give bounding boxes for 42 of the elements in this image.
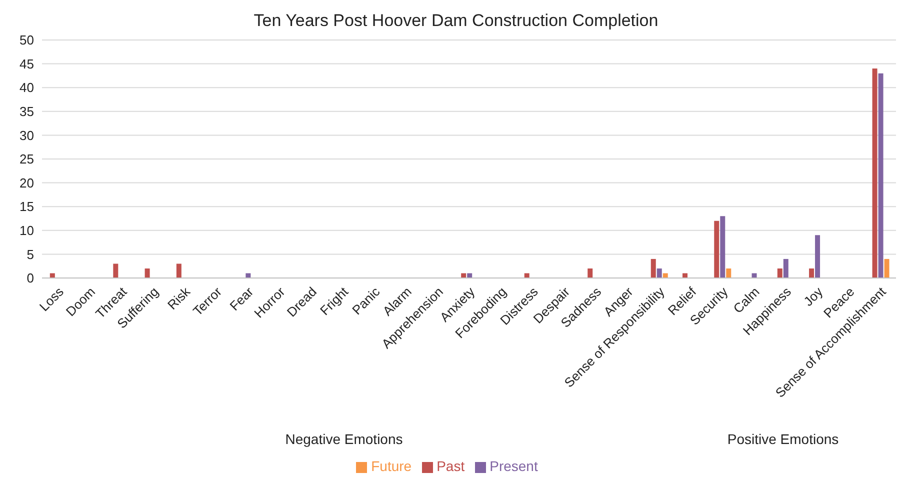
bar [720, 216, 726, 278]
y-tick-label: 0 [26, 270, 34, 286]
legend-label: Future [371, 458, 412, 474]
y-tick-label: 10 [20, 223, 34, 238]
bar [714, 220, 720, 278]
bar [872, 68, 878, 278]
y-tick-label: 5 [26, 246, 34, 262]
bar [246, 273, 251, 278]
bar [176, 264, 182, 278]
bar [461, 273, 466, 278]
bar [783, 258, 788, 278]
bar [777, 268, 782, 278]
y-tick-label: 30 [20, 128, 34, 143]
chart-title: Ten Years Post Hoover Dam Construction Completion [252, 10, 660, 32]
bar [144, 268, 150, 278]
bar [884, 258, 890, 278]
bar [682, 273, 688, 278]
y-tick-label: 50 [20, 32, 34, 48]
bar [662, 273, 668, 278]
bar [726, 268, 732, 278]
text: Positive Emotions [727, 431, 839, 447]
bar [752, 273, 757, 278]
legend-label: Past [436, 458, 465, 474]
bar [588, 268, 593, 278]
bar [113, 264, 118, 278]
bar [656, 268, 662, 278]
y-tick-label: 45 [20, 56, 34, 72]
y-tick-label: 25 [20, 152, 34, 167]
y-tick-label: 15 [20, 199, 34, 214]
bar [809, 268, 814, 278]
bar [650, 258, 656, 278]
bar [50, 273, 55, 278]
y-tick-label: 40 [20, 80, 34, 96]
text: Negative Emotions [285, 431, 403, 447]
bar [878, 73, 884, 278]
bar [815, 235, 820, 278]
x-tick-label: Risk [164, 284, 194, 313]
legend-label: Present [490, 458, 538, 474]
y-tick-label: 20 [20, 175, 34, 190]
bar [524, 273, 530, 278]
y-tick-label: 35 [20, 104, 34, 120]
bar [467, 273, 472, 278]
